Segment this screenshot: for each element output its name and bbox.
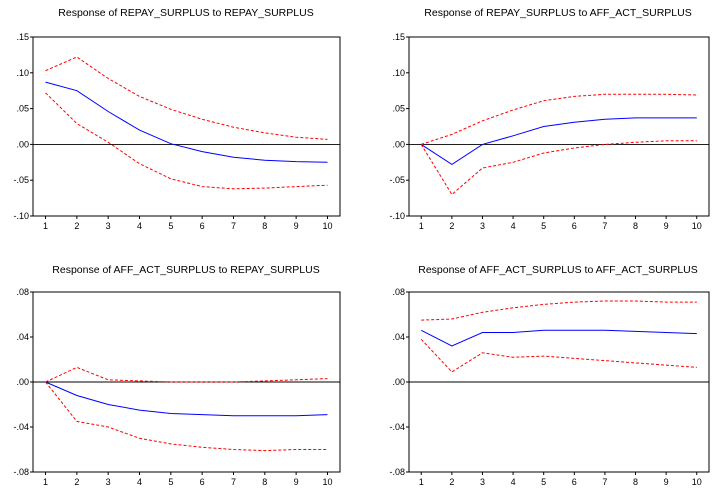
y-tick-label: .08: [392, 287, 405, 297]
chart-panel-2: Response of REPAY_SURPLUS to AFF_ACT_SUR…: [389, 7, 709, 231]
plot-frame: [409, 37, 709, 216]
x-tick-label: 4: [137, 477, 142, 487]
x-tick-label: 4: [511, 221, 516, 231]
x-tick-label: 10: [322, 477, 332, 487]
chart-title: Response of AFF_ACT_SURPLUS to AFF_ACT_S…: [418, 264, 698, 276]
lower-band-line: [421, 141, 697, 195]
x-tick-label: 5: [541, 477, 546, 487]
y-tick-label: -.08: [389, 467, 405, 477]
y-tick-label: .00: [392, 139, 405, 149]
response-line: [421, 330, 697, 346]
chart-panel-4: Response of AFF_ACT_SURPLUS to AFF_ACT_S…: [389, 264, 709, 487]
y-tick-label: .15: [16, 32, 29, 42]
x-tick-label: 4: [137, 221, 142, 231]
x-tick-label: 2: [74, 477, 79, 487]
x-tick-label: 3: [106, 477, 111, 487]
x-tick-label: 4: [511, 477, 516, 487]
y-tick-label: -.10: [389, 211, 405, 221]
x-tick-label: 7: [602, 477, 607, 487]
x-tick-label: 6: [572, 221, 577, 231]
x-tick-label: 8: [262, 477, 267, 487]
response-line: [46, 382, 328, 416]
y-tick-label: .00: [16, 377, 29, 387]
y-tick-label: -.05: [389, 175, 405, 185]
x-tick-label: 5: [168, 477, 173, 487]
x-tick-label: 2: [74, 221, 79, 231]
x-tick-label: 2: [449, 221, 454, 231]
x-tick-label: 6: [572, 477, 577, 487]
y-tick-label: -.04: [13, 422, 29, 432]
y-tick-label: -.08: [13, 467, 29, 477]
lower-band-line: [46, 93, 328, 189]
y-tick-label: .15: [392, 32, 405, 42]
y-tick-label: .08: [16, 287, 29, 297]
y-tick-label: .05: [16, 104, 29, 114]
y-tick-label: -.10: [13, 211, 29, 221]
y-tick-label: .00: [392, 377, 405, 387]
upper-band-line: [421, 301, 697, 320]
chart-title: Response of AFF_ACT_SURPLUS to REPAY_SUR…: [52, 264, 319, 276]
x-tick-label: 10: [692, 221, 702, 231]
x-tick-label: 10: [322, 221, 332, 231]
x-tick-label: 7: [231, 477, 236, 487]
y-tick-label: .10: [16, 68, 29, 78]
x-tick-label: 2: [449, 477, 454, 487]
x-tick-label: 9: [664, 477, 669, 487]
chart-title: Response of REPAY_SURPLUS to AFF_ACT_SUR…: [424, 7, 691, 19]
y-tick-label: -.04: [389, 422, 405, 432]
x-tick-label: 3: [480, 477, 485, 487]
x-tick-label: 9: [294, 221, 299, 231]
x-tick-label: 6: [200, 477, 205, 487]
plot-frame: [33, 37, 340, 216]
x-tick-label: 8: [633, 477, 638, 487]
x-tick-label: 9: [294, 477, 299, 487]
y-tick-label: .05: [392, 104, 405, 114]
upper-band-line: [46, 367, 328, 382]
chart-panel-1: Response of REPAY_SURPLUS to REPAY_SURPL…: [13, 7, 340, 231]
y-tick-label: .04: [16, 332, 29, 342]
x-tick-label: 8: [633, 221, 638, 231]
x-tick-label: 6: [200, 221, 205, 231]
y-tick-label: .04: [392, 332, 405, 342]
x-tick-label: 1: [43, 221, 48, 231]
x-tick-label: 3: [106, 221, 111, 231]
y-tick-label: -.05: [13, 175, 29, 185]
x-tick-label: 7: [602, 221, 607, 231]
lower-band-line: [421, 339, 697, 372]
response-line: [46, 82, 328, 162]
x-tick-label: 5: [541, 221, 546, 231]
y-tick-label: .10: [392, 68, 405, 78]
chart-title: Response of REPAY_SURPLUS to REPAY_SURPL…: [58, 7, 313, 19]
x-tick-label: 8: [262, 221, 267, 231]
response-line: [421, 118, 697, 164]
x-tick-label: 1: [419, 221, 424, 231]
x-tick-label: 10: [692, 477, 702, 487]
x-tick-label: 1: [43, 477, 48, 487]
upper-band-line: [421, 94, 697, 144]
y-tick-label: .00: [16, 139, 29, 149]
x-tick-label: 1: [419, 477, 424, 487]
x-tick-label: 7: [231, 221, 236, 231]
chart-panel-3: Response of AFF_ACT_SURPLUS to REPAY_SUR…: [13, 264, 340, 487]
x-tick-label: 9: [664, 221, 669, 231]
x-tick-label: 5: [168, 221, 173, 231]
x-tick-label: 3: [480, 221, 485, 231]
